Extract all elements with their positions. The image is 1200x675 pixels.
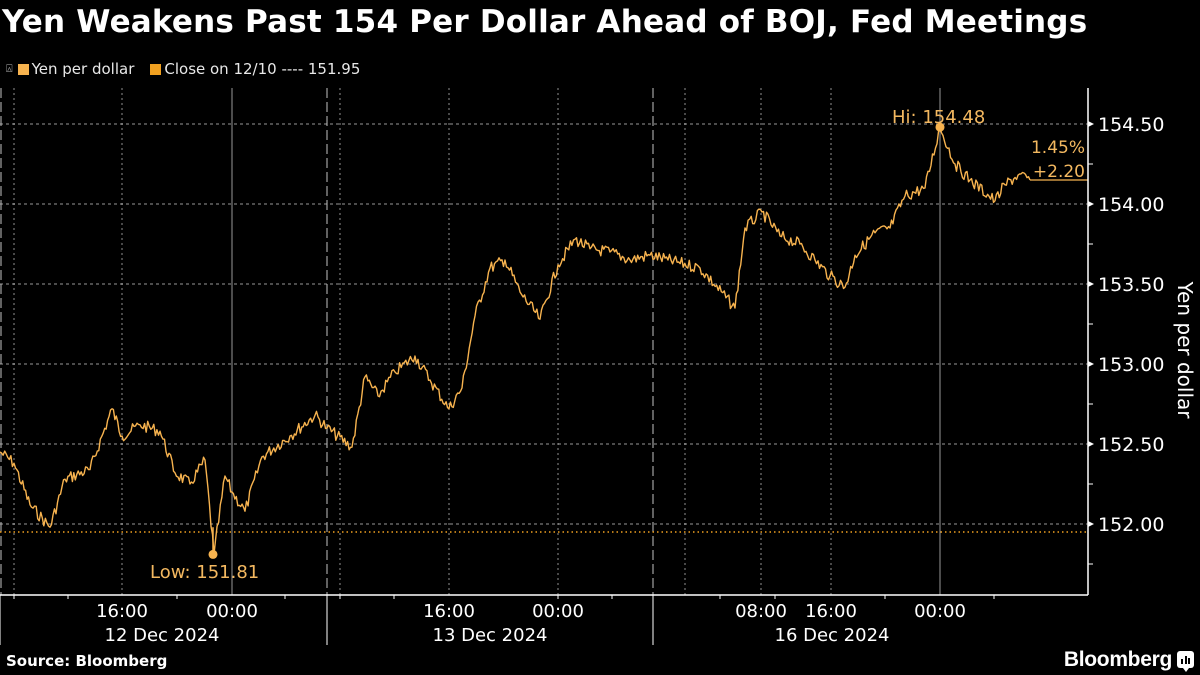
y-axis: 152.00 152.50 153.00 153.50 154.00 154.50 [1087,88,1164,595]
y-tick-label: 153.00 [1098,354,1164,376]
x-tick-label: 08:00 [735,601,787,622]
x-tick-label: 00:00 [206,601,258,622]
y-tick-marker [1088,201,1094,207]
x-tick-label: 00:00 [914,601,966,622]
legend-item-close[interactable]: Close on 12/10 ---- 151.95 [150,60,360,78]
legend: ⍓ Yen per dollar Close on 12/10 ---- 151… [6,60,372,78]
gridlines [0,123,1088,525]
y-tick-label: 152.50 [1098,434,1164,456]
y-tick-marker [1088,121,1094,127]
yen-per-dollar-line [0,126,1031,556]
y-tick-marker [1088,361,1094,367]
x-tick-label: 16:00 [96,601,148,622]
absolute-change-label: +2.20 [1033,162,1085,182]
legend-label-yen: Yen per dollar [31,60,135,78]
x-date-label: 13 Dec 2024 [433,625,548,646]
source-note: Source: Bloomberg [6,652,168,670]
x-tick-label: 16:00 [423,601,475,622]
vertical-separators [0,88,941,595]
high-label: Hi: 154.48 [892,107,985,128]
y-tick-marker [1088,441,1094,447]
bloomberg-logo: Bloomberg [1063,648,1172,671]
y-tick-marker [1088,521,1094,527]
x-axis: 16:00 00:00 16:00 00:00 08:00 16:00 00:00 12 De… [0,594,1088,646]
legend-swatch-yen [17,63,29,75]
y-tick-label: 154.50 [1098,114,1164,136]
x-tick-label: 16:00 [805,601,857,622]
legend-swatch-close [150,63,162,75]
x-tick-label: 00:00 [532,601,584,622]
low-marker [208,549,218,559]
high-marker [935,122,945,132]
legend-pin-icon[interactable]: ⍓ [6,62,13,75]
y-tick-label: 152.00 [1098,514,1164,536]
y-axis-label: Yen per dollar [1173,280,1197,419]
bloomberg-chart-icon [1177,651,1194,672]
chart-title: Yen Weakens Past 154 Per Dollar Ahead of… [2,4,1088,40]
percent-change-label: 1.45% [1031,138,1085,158]
low-label: Low: 151.81 [150,562,259,583]
y-tick-label: 154.00 [1098,194,1164,216]
y-tick-marker [1088,281,1094,287]
legend-label-close: Close on 12/10 ---- 151.95 [164,60,361,78]
y-tick-label: 153.50 [1098,274,1164,296]
legend-item-yen[interactable]: Yen per dollar [17,60,135,78]
x-date-label: 12 Dec 2024 [105,625,220,646]
x-date-label: 16 Dec 2024 [775,625,890,646]
